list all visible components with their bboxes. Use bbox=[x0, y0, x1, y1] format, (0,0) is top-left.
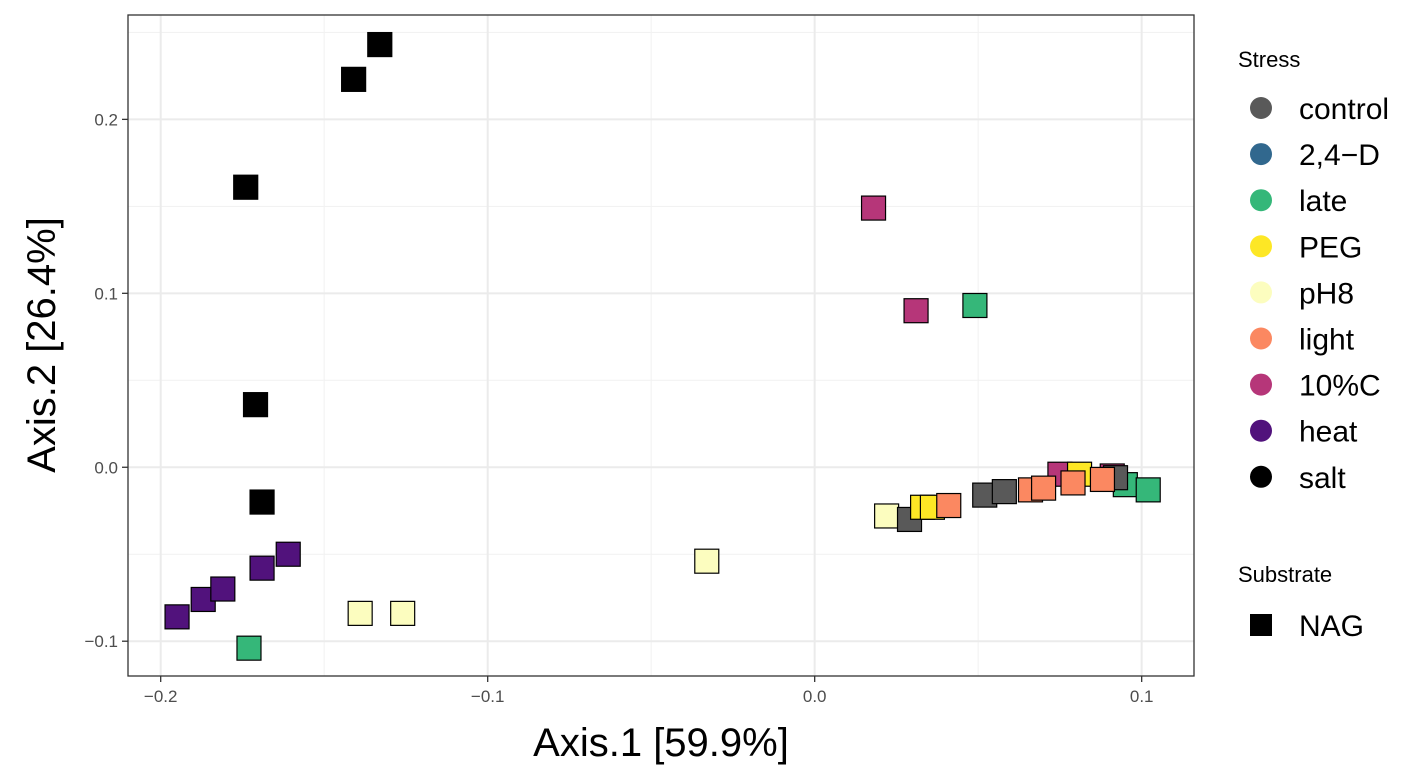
point-light bbox=[1089, 466, 1116, 493]
legend-label: late bbox=[1299, 185, 1347, 218]
legend-key-peg bbox=[1250, 235, 1272, 258]
legend-label: pH8 bbox=[1299, 277, 1354, 310]
legend: Stress control 2,4−D late PEG pH8 light 10%C hea… bbox=[1238, 47, 1389, 643]
point-late bbox=[236, 635, 262, 661]
point-heat bbox=[164, 604, 190, 630]
y-tick-label: 0.0 bbox=[94, 458, 118, 477]
legend-label: 10%C bbox=[1299, 370, 1381, 403]
point-heat bbox=[249, 555, 275, 581]
legend-key-late bbox=[1250, 189, 1272, 212]
legend-key-light bbox=[1250, 327, 1272, 350]
x-tick-label: −0.2 bbox=[144, 687, 178, 706]
legend-key-heat bbox=[1250, 419, 1272, 442]
legend-label: heat bbox=[1299, 416, 1358, 449]
y-axis-title: Axis.2 [26.4%] bbox=[20, 217, 64, 473]
legend-key-ph8 bbox=[1250, 281, 1272, 304]
legend-label: control bbox=[1299, 93, 1389, 126]
point-salt bbox=[367, 31, 393, 58]
x-tick-label: 0.0 bbox=[803, 687, 827, 706]
legend-key-control bbox=[1250, 97, 1272, 119]
y-tick-label: 0.2 bbox=[94, 110, 118, 129]
point-heat bbox=[275, 541, 301, 567]
point-light bbox=[1060, 470, 1086, 496]
point-salt bbox=[242, 392, 269, 418]
data-points bbox=[164, 31, 1161, 661]
point-late bbox=[1135, 477, 1161, 503]
legend-label: NAG bbox=[1299, 610, 1364, 643]
major-gridlines bbox=[128, 15, 1194, 676]
x-axis-title: Axis.1 [59.9%] bbox=[533, 721, 789, 765]
legend-label: PEG bbox=[1299, 231, 1362, 264]
y-axis-ticks: −0.1 0.0 0.1 0.2 bbox=[84, 110, 128, 651]
legend-label: 2,4−D bbox=[1299, 139, 1380, 172]
point-late bbox=[962, 292, 988, 319]
y-tick-label: 0.1 bbox=[94, 284, 118, 303]
point-salt bbox=[233, 174, 259, 200]
point-ph8 bbox=[694, 548, 720, 574]
point-ph8 bbox=[347, 600, 373, 626]
x-axis-ticks: −0.2 −0.1 0.0 0.1 bbox=[144, 676, 1154, 706]
legend-key-10-c bbox=[1250, 373, 1272, 396]
minor-gridlines bbox=[128, 15, 1194, 676]
point-control bbox=[991, 479, 1017, 505]
point-10-c bbox=[860, 195, 887, 221]
point-salt bbox=[249, 489, 275, 515]
legend-key-salt bbox=[1250, 465, 1272, 488]
legend-key-nag bbox=[1250, 614, 1272, 636]
panel-border bbox=[127, 14, 1195, 677]
legend-key-2-4-d bbox=[1250, 143, 1272, 166]
point-10-c bbox=[903, 298, 929, 324]
point-salt bbox=[341, 66, 367, 92]
point-light bbox=[1030, 475, 1057, 501]
point-ph8 bbox=[390, 600, 416, 626]
point-heat bbox=[210, 576, 236, 602]
panel-background bbox=[128, 15, 1194, 676]
legend-label: light bbox=[1299, 324, 1355, 357]
legend-title-substrate: Substrate bbox=[1238, 562, 1332, 587]
point-light bbox=[936, 492, 962, 519]
y-tick-label: −0.1 bbox=[84, 632, 118, 651]
legend-label: salt bbox=[1299, 462, 1346, 495]
x-tick-label: 0.1 bbox=[1130, 687, 1154, 706]
point-ph8 bbox=[874, 503, 900, 529]
x-tick-label: −0.1 bbox=[471, 687, 505, 706]
legend-title-stress: Stress bbox=[1238, 47, 1300, 72]
